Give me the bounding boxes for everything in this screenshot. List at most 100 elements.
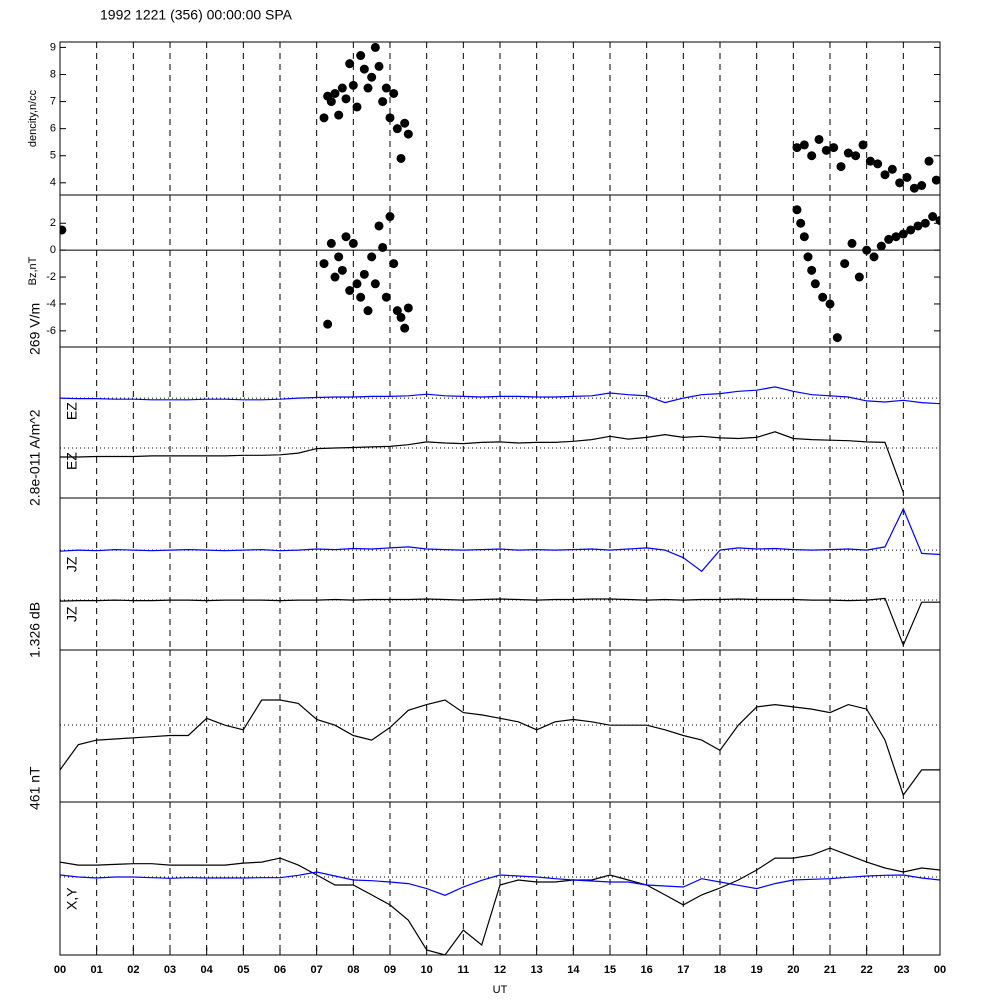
data-point (880, 170, 890, 180)
data-point (326, 238, 336, 248)
x-tick-label: 16 (641, 964, 653, 976)
x-tick-label: 00 (934, 964, 946, 976)
data-point (367, 252, 377, 262)
trace (60, 386, 940, 405)
data-point (906, 225, 916, 235)
data-point (334, 110, 344, 120)
x-tick-label: 22 (861, 964, 873, 976)
data-point (330, 88, 340, 98)
data-point (356, 51, 366, 61)
data-point (348, 238, 358, 248)
data-point (796, 218, 806, 228)
data-point (862, 245, 872, 255)
data-point (909, 183, 919, 193)
chart-title: 1992 1221 (356) 00:00:00 SPA (100, 7, 293, 23)
data-point (821, 145, 831, 155)
x-tick-label: 09 (384, 964, 396, 976)
trace (60, 431, 904, 493)
y-axis-label: 461 nT (27, 766, 43, 810)
data-point (319, 113, 329, 123)
data-point (345, 59, 355, 69)
y-axis-label: 269 V/m (27, 303, 43, 355)
y-tick-label: 8 (50, 68, 56, 80)
panel (60, 347, 940, 498)
y-tick-label: -6 (46, 325, 56, 337)
data-point (367, 72, 377, 82)
data-point (396, 312, 406, 322)
x-tick-label: 15 (604, 964, 616, 976)
data-point (825, 299, 835, 309)
y-tick-label: -4 (46, 298, 56, 310)
data-point (392, 306, 402, 316)
data-point (352, 279, 362, 289)
data-point (389, 259, 399, 269)
x-tick-label: 13 (531, 964, 543, 976)
y-tick-label: 2 (50, 217, 56, 229)
x-tick-label: 06 (274, 964, 286, 976)
data-point (363, 83, 373, 93)
data-point (403, 303, 413, 313)
x-tick-label: 00 (54, 964, 66, 976)
data-point (895, 178, 905, 188)
data-point (851, 151, 861, 161)
data-point (400, 118, 410, 128)
data-point (337, 265, 347, 275)
data-point (799, 232, 809, 242)
y-axis-label: Bz,nT (27, 256, 39, 285)
y-tick-label: 6 (50, 123, 56, 135)
data-point (389, 88, 399, 98)
x-tick-label: 19 (751, 964, 763, 976)
data-point (836, 162, 846, 172)
data-point (884, 234, 894, 244)
data-point (370, 42, 380, 52)
data-point (359, 269, 369, 279)
data-point (60, 225, 67, 235)
data-point (847, 238, 857, 248)
x-tick-label: 05 (237, 964, 249, 976)
data-point (378, 242, 388, 252)
panel (96, 42, 940, 195)
x-tick-label: 20 (787, 964, 799, 976)
y-tick-label: 5 (50, 150, 56, 162)
panel (60, 498, 940, 650)
y-tick-label: 9 (50, 41, 56, 53)
y-tick-label: 4 (50, 177, 56, 189)
trace-label: EZ (64, 402, 80, 420)
x-tick-label: 02 (127, 964, 139, 976)
data-point (334, 252, 344, 262)
trace-label: JZ (64, 606, 80, 622)
data-point (869, 252, 879, 262)
data-point (396, 153, 406, 163)
data-point (363, 306, 373, 316)
data-point (887, 164, 897, 174)
panel (60, 195, 940, 347)
data-point (330, 272, 340, 282)
data-point (319, 259, 329, 269)
x-tick-label: 12 (494, 964, 506, 976)
y-tick-label: 0 (50, 244, 56, 256)
data-point (917, 181, 927, 191)
x-tick-label: 07 (311, 964, 323, 976)
data-point (920, 218, 930, 228)
trace-label: EZ (64, 452, 80, 470)
data-point (370, 279, 380, 289)
y-tick-label: -2 (46, 271, 56, 283)
data-point (356, 292, 366, 302)
data-point (928, 212, 938, 222)
x-tick-label: 17 (677, 964, 689, 976)
data-point (854, 272, 864, 282)
data-point (352, 102, 362, 112)
x-tick-label: 21 (824, 964, 836, 976)
data-point (858, 140, 868, 150)
data-point (374, 61, 384, 71)
data-point (326, 97, 336, 107)
data-point (873, 159, 883, 169)
data-point (810, 279, 820, 289)
trace-label: JZ (64, 556, 80, 572)
y-axis-label: 1.326 dB (27, 602, 43, 658)
data-point (381, 83, 391, 93)
data-point (341, 232, 351, 242)
trace (60, 507, 940, 573)
data-point (403, 129, 413, 139)
